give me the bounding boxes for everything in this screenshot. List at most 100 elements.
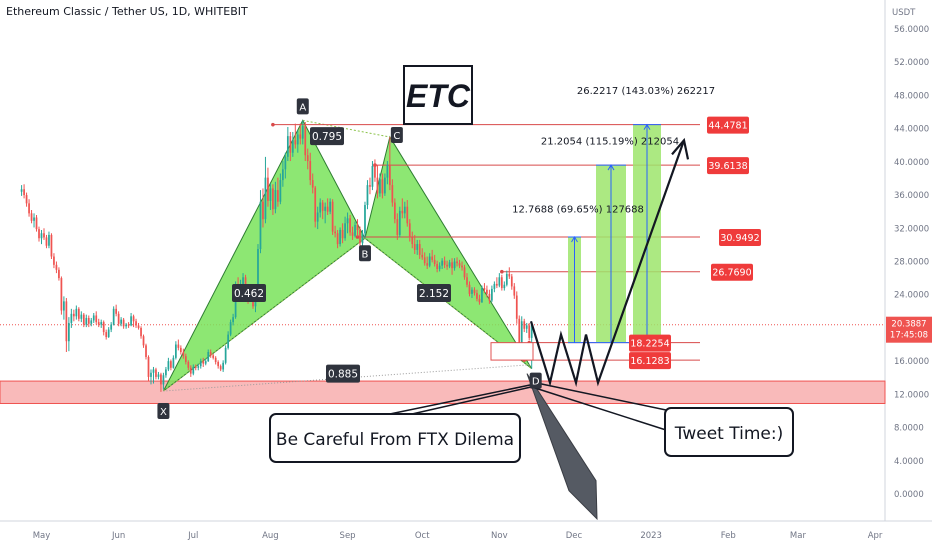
- candle: [48, 231, 50, 249]
- candle-body: [461, 265, 463, 268]
- candle: [58, 267, 60, 281]
- candle-body: [150, 372, 152, 377]
- point-label-d: D: [529, 372, 542, 389]
- candle: [458, 259, 461, 269]
- price-tick-label: 36.0000: [894, 191, 929, 201]
- pattern-point-labels: X A B C D: [157, 98, 542, 420]
- candle-body: [304, 126, 307, 156]
- candle-body: [349, 218, 351, 233]
- candle: [398, 206, 401, 238]
- candle: [421, 248, 424, 260]
- candle-body: [157, 374, 160, 377]
- candle: [356, 219, 359, 237]
- candle-body: [281, 169, 284, 181]
- candle: [120, 317, 122, 327]
- candle-body: [217, 361, 220, 367]
- candle: [466, 273, 468, 288]
- last-price-tag: 20.3887 17:45:08: [886, 316, 932, 343]
- candle: [336, 229, 339, 249]
- candle-body: [284, 156, 287, 170]
- candle: [371, 161, 374, 191]
- ratio-label: 2.152: [417, 284, 451, 303]
- price-tick-label: 24.0000: [894, 291, 929, 301]
- candle-body: [115, 308, 118, 314]
- point-label-text: D: [532, 377, 540, 388]
- candle-body: [466, 277, 468, 285]
- level-anchor: [500, 269, 504, 274]
- candle-body: [232, 317, 234, 323]
- candle-body: [286, 136, 289, 157]
- candle-body: [351, 232, 354, 236]
- candle: [269, 183, 272, 211]
- projection-arrowhead-icon: [571, 236, 578, 243]
- candle: [224, 345, 227, 365]
- candle-body: [433, 259, 436, 264]
- candle-body: [431, 256, 434, 260]
- candle-body: [187, 361, 190, 368]
- up-arrow-icon: [671, 137, 690, 160]
- ftx-pointer: [384, 384, 531, 416]
- candle-body: [396, 219, 399, 235]
- price-tick-label: 44.0000: [894, 125, 929, 135]
- time-tick-label: Sep: [340, 531, 356, 541]
- candle: [374, 159, 376, 182]
- candle: [97, 318, 100, 328]
- candle: [461, 261, 463, 271]
- ratio-label-text: 0.462: [234, 288, 264, 300]
- price-axis[interactable]: 56.0000 52.0000 48.0000 44.0000 40.0000 36.00…: [894, 25, 929, 500]
- candle-body: [331, 201, 334, 232]
- projection-arrowhead-icon: [607, 164, 615, 171]
- candle-body: [528, 325, 531, 338]
- candle-body: [456, 261, 458, 264]
- candle: [456, 257, 458, 267]
- candle: [259, 190, 262, 254]
- candle: [110, 322, 113, 333]
- candle: [177, 339, 180, 351]
- candle-body: [476, 293, 478, 299]
- ratio-label-bg: [232, 284, 266, 303]
- candle-body: [142, 336, 145, 346]
- candle-body: [468, 284, 471, 294]
- candle: [72, 309, 75, 322]
- candle-body: [189, 367, 192, 374]
- candle-body: [321, 202, 324, 211]
- candle-body: [167, 361, 170, 370]
- candle-body: [87, 317, 90, 324]
- tweet-pointer: [531, 386, 667, 431]
- price-tick-label: 8.0000: [894, 424, 924, 434]
- candle: [222, 360, 225, 372]
- candle: [85, 314, 88, 328]
- candle: [197, 363, 200, 371]
- candle-body: [299, 134, 302, 139]
- candle: [162, 372, 165, 390]
- point-label-c: C: [390, 126, 403, 143]
- candle: [194, 364, 197, 371]
- candle-body: [279, 180, 282, 202]
- candle-body: [132, 316, 135, 322]
- candle: [147, 355, 150, 382]
- candle-body: [135, 321, 137, 326]
- price-tick-label: 52.0000: [894, 58, 929, 68]
- candle-body: [182, 352, 185, 357]
- level-tag-bg: [711, 263, 753, 281]
- candle-body: [25, 195, 28, 204]
- time-tick-label: Jun: [111, 531, 125, 541]
- candle: [476, 289, 478, 302]
- candle: [77, 307, 80, 322]
- candle-body: [30, 213, 33, 221]
- candle-body: [471, 289, 473, 294]
- candle: [102, 320, 105, 336]
- candle-body: [90, 320, 93, 324]
- level-tag-bg: [629, 334, 671, 352]
- candle: [311, 173, 314, 194]
- candle: [301, 120, 304, 145]
- candle-body: [207, 352, 210, 362]
- time-axis[interactable]: May Jun Jul Aug Sep Oct Nov Dec 2023 Feb Mar Apr: [33, 531, 883, 541]
- candle: [403, 201, 406, 219]
- ratio-label: 0.885: [326, 364, 360, 383]
- candle-body: [398, 210, 401, 235]
- candle-body: [441, 260, 443, 266]
- candle-body: [498, 277, 501, 286]
